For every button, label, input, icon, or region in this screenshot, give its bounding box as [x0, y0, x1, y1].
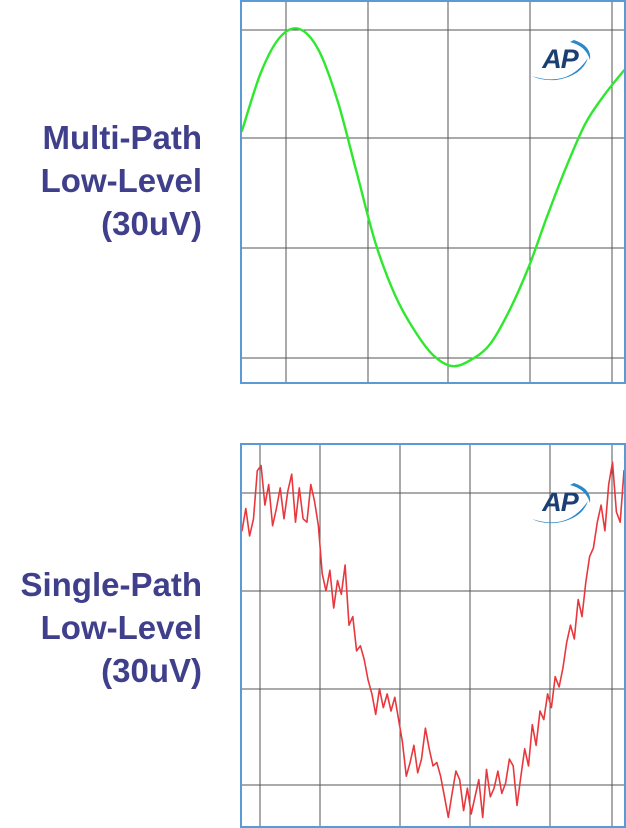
ap-logo: AP [526, 479, 598, 527]
grid [242, 2, 624, 382]
ap-logo-text: AP [542, 487, 579, 517]
ap-logo-swoosh [532, 40, 591, 81]
ap-logo: AP [526, 36, 598, 84]
ap-logo-swoosh [532, 483, 591, 524]
caption-line: Multi-Path [42, 119, 202, 156]
ap-logo-text: AP [542, 44, 579, 74]
multi-path-caption: Multi-Path Low-Level (30uV) [0, 116, 202, 245]
single-path-chart-panel: AP [240, 443, 626, 828]
caption-line: Low-Level [40, 162, 202, 199]
grid [242, 445, 624, 826]
waveform-series-line [242, 27, 624, 368]
single-path-caption: Single-Path Low-Level (30uV) [0, 563, 202, 692]
caption-line: Single-Path [20, 566, 202, 603]
single-path-waveform-plot [242, 445, 624, 826]
caption-line: (30uV) [101, 652, 202, 689]
waveform-series-line [242, 461, 624, 819]
multi-path-chart-panel: AP [240, 0, 626, 384]
multi-path-waveform-plot [242, 2, 624, 382]
caption-line: Low-Level [40, 609, 202, 646]
caption-line: (30uV) [101, 205, 202, 242]
